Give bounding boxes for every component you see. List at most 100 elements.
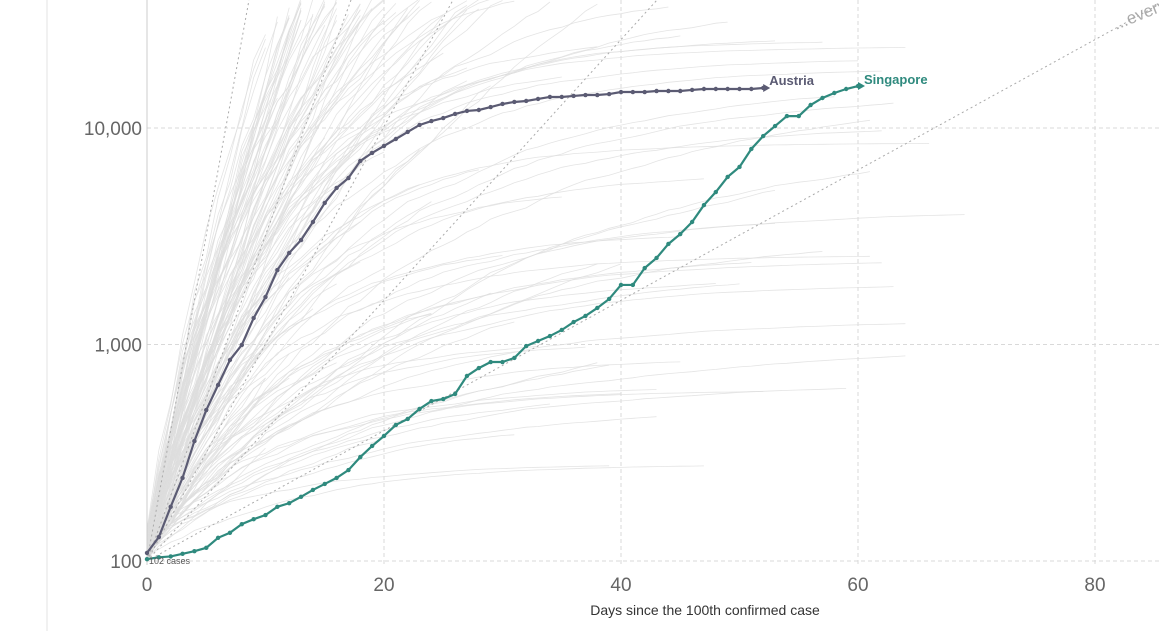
singapore-point xyxy=(666,241,671,247)
other-country-line xyxy=(146,416,657,532)
singapore-point xyxy=(595,305,600,311)
singapore-point xyxy=(369,443,375,449)
other-country-line xyxy=(146,102,894,558)
other-country-line xyxy=(146,313,432,552)
other-country-line xyxy=(146,70,882,542)
singapore-point xyxy=(417,406,422,412)
singapore-point xyxy=(808,102,813,108)
other-country-line xyxy=(146,437,385,547)
other-country-line xyxy=(146,7,302,544)
other-country-line xyxy=(146,9,361,530)
austria-arrow-icon xyxy=(763,83,771,92)
austria-point xyxy=(701,86,707,92)
highlighted-series: Austria Singapore xyxy=(144,72,928,562)
other-country-line xyxy=(146,393,622,545)
other-country-line xyxy=(146,119,870,561)
other-country-line xyxy=(146,0,479,546)
austria-point xyxy=(310,219,316,225)
austria-point xyxy=(144,550,150,556)
singapore-point xyxy=(227,530,233,535)
series-austria: Austria xyxy=(144,73,815,556)
austria-point xyxy=(180,475,185,481)
austria-point xyxy=(464,108,470,114)
singapore-point xyxy=(381,433,387,439)
x-tick-label: 60 xyxy=(847,575,868,596)
singapore-point xyxy=(784,113,790,119)
singapore-point xyxy=(820,95,825,101)
austria-point xyxy=(263,294,268,300)
singapore-point xyxy=(452,391,458,397)
austria-point xyxy=(713,86,718,92)
y-tick-label: 10,000 xyxy=(84,119,142,140)
austria-point xyxy=(606,91,612,97)
doubling-reference-lines xyxy=(146,0,1159,562)
singapore-point xyxy=(488,359,493,365)
other-country-line xyxy=(146,190,776,555)
singapore-point xyxy=(583,313,588,319)
other-country-line xyxy=(146,391,266,557)
austria-point xyxy=(654,88,659,94)
austria-point xyxy=(512,99,517,105)
austria-point xyxy=(618,89,624,95)
singapore-point xyxy=(464,373,470,379)
singapore-point xyxy=(796,113,801,119)
other-country-line xyxy=(146,465,610,541)
singapore-point xyxy=(358,454,363,460)
singapore-point xyxy=(180,551,185,556)
austria-point xyxy=(547,94,553,100)
austria-point xyxy=(227,357,233,363)
other-country-line xyxy=(146,3,598,552)
singapore-point xyxy=(144,556,150,562)
other-country-line xyxy=(146,0,490,553)
other-country-line xyxy=(146,403,550,531)
singapore-point xyxy=(630,282,636,288)
singapore-point xyxy=(275,504,280,509)
other-country-line xyxy=(146,6,669,548)
austria-point xyxy=(476,107,481,113)
other-country-line xyxy=(146,14,444,561)
austria-point xyxy=(595,92,600,98)
other-country-line xyxy=(146,46,598,553)
x-tick-label: 80 xyxy=(1084,575,1105,596)
other-country-line xyxy=(146,6,420,554)
singapore-point xyxy=(535,338,541,344)
other-country-line xyxy=(146,178,704,561)
other-country-line xyxy=(146,143,930,533)
other-country-line xyxy=(146,40,776,559)
other-country-line xyxy=(146,362,337,545)
singapore-point xyxy=(298,494,304,499)
other-country-line xyxy=(146,355,906,544)
other-country-line xyxy=(146,364,610,545)
other-country-line xyxy=(146,14,349,552)
other-country-line xyxy=(146,447,266,560)
other-country-line xyxy=(146,8,373,556)
singapore-point xyxy=(761,133,766,139)
singapore-point xyxy=(405,416,410,422)
other-country-line xyxy=(146,321,515,541)
austria-point xyxy=(369,150,375,156)
other-country-line xyxy=(146,346,539,549)
other-country-line xyxy=(146,388,847,543)
austria-point xyxy=(429,118,434,124)
singapore-point xyxy=(251,516,256,522)
other-country-line xyxy=(146,21,278,538)
singapore-point xyxy=(713,189,718,195)
austria-point xyxy=(488,104,493,110)
singapore-point xyxy=(547,333,553,339)
austria-point xyxy=(666,88,671,94)
y-tick-label: 100 xyxy=(110,552,142,573)
singapore-point xyxy=(678,231,683,237)
singapore-point xyxy=(701,202,707,208)
singapore-point xyxy=(429,398,434,404)
other-country-line xyxy=(146,76,562,539)
singapore-point xyxy=(476,365,481,371)
singapore-point xyxy=(156,555,162,560)
austria-point xyxy=(452,111,458,117)
austria-point xyxy=(346,175,351,181)
singapore-point xyxy=(749,146,754,152)
other-country-line xyxy=(146,0,468,561)
singapore-point xyxy=(441,396,446,402)
singapore-point xyxy=(524,343,529,349)
axis-ticks: 0 20 40 60 80 100 1,000 10,000 xyxy=(84,119,1106,596)
singapore-point xyxy=(393,422,399,428)
